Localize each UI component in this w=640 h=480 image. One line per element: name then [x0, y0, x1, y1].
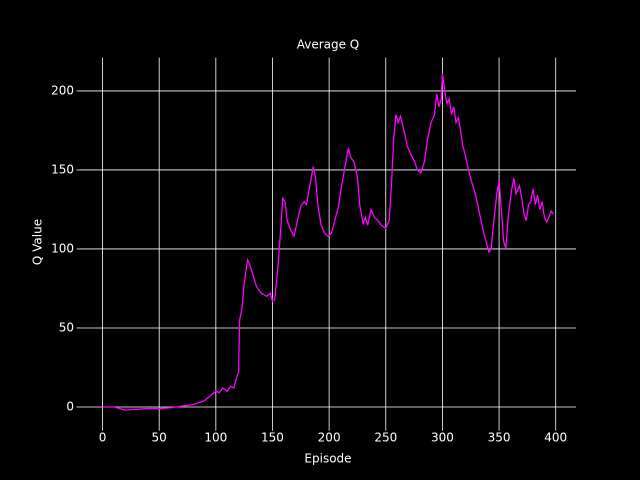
x-tick-label: 200	[318, 431, 341, 445]
line	[102, 73, 554, 411]
x-axis-label: Episode	[304, 452, 351, 466]
x-tick-label: 400	[544, 431, 567, 445]
x-tick-label: 300	[431, 431, 454, 445]
chart-title: Average Q	[297, 38, 360, 52]
y-tick-label: 150	[51, 162, 74, 176]
x-tick-label: 150	[261, 431, 284, 445]
y-axis-label: Q Value	[31, 219, 45, 265]
y-tick-label: 200	[51, 83, 74, 97]
x-tick-label: 100	[204, 431, 227, 445]
y-tick-label: 100	[51, 241, 74, 255]
y-tick-label: 0	[66, 399, 74, 413]
x-tick-label: 50	[152, 431, 167, 445]
x-tick-label: 0	[99, 431, 107, 445]
x-tick-label: 250	[374, 431, 397, 445]
x-tick-label: 350	[488, 431, 511, 445]
y-tick-label: 50	[59, 320, 74, 334]
